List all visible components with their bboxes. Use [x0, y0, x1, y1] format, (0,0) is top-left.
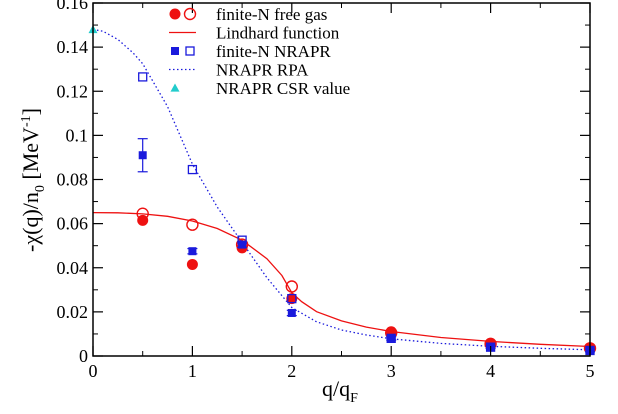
legend-label: finite-N NRAPR [216, 42, 331, 61]
x-tick-label: 3 [387, 361, 396, 381]
nrapr-open-point [138, 72, 148, 82]
legend-label: Lindhard function [216, 24, 340, 43]
x-tick-label: 2 [287, 361, 296, 381]
x-tick-label: 0 [89, 361, 98, 381]
legend-symbol-filled-circle [169, 8, 181, 20]
x-tick-label: 5 [586, 361, 595, 381]
y-tick-label: 0.12 [57, 81, 89, 101]
y-tick-label: 0.06 [57, 214, 89, 234]
free-gas-filled-point [137, 214, 149, 226]
y-tick-label: 0.1 [66, 125, 89, 145]
y-axis-label-unit: [MeV [18, 127, 43, 185]
nrapr-filled-point [287, 308, 296, 317]
y-tick-label: 0.14 [57, 37, 89, 57]
legend-label: finite-N free gas [216, 5, 327, 24]
nrapr-open-point [187, 164, 198, 175]
x-tick-label: 4 [486, 361, 495, 381]
y-axis-label: -χ(q)/n0 [MeV-1] [18, 108, 48, 252]
y-axis-label-sub: 0 [33, 185, 48, 192]
free-gas-filled-point [186, 258, 198, 270]
plot-frame [92, 2, 591, 357]
nrapr-rpa-curve [92, 28, 591, 351]
y-tick-label: 0.02 [57, 302, 89, 322]
y-tick-label: 0.16 [57, 0, 89, 13]
legend-symbol-open-square [185, 46, 195, 56]
nrapr-filled-point [387, 334, 396, 343]
y-tick-label: 0 [79, 346, 88, 366]
legend-symbol-open-circle [183, 7, 197, 21]
free-gas-filled-point [286, 293, 298, 305]
legend-symbol-filled-square [171, 47, 179, 55]
axes: 0 1 2 3 4 5 0 0.02 0.04 0.06 0.08 0.1 0.12 0.14 0.16 [57, 0, 595, 381]
free-gas-open-point [186, 218, 199, 231]
legend-label: NRAPR RPA [216, 61, 309, 80]
x-axis-label-sub: F [350, 391, 358, 406]
y-tick-label: 0.08 [57, 170, 89, 190]
y-axis-label-main: -χ(q)/n [18, 192, 43, 252]
nrapr-filled-point [138, 151, 147, 160]
y-axis-label-end: ] [18, 108, 43, 115]
y-axis-label-sup: -1 [19, 115, 34, 127]
plot-marks [88, 24, 597, 356]
y-tick-label: 0.04 [57, 258, 89, 278]
nrapr-filled-point [238, 240, 247, 249]
lindhard-curve [92, 211, 591, 348]
legend-symbol-triangle [170, 83, 180, 92]
nrapr-filled-point [188, 247, 197, 256]
x-tick-label: 1 [188, 361, 197, 381]
legend-label: NRAPR CSR value [216, 79, 350, 98]
nrapr-open-point [287, 293, 297, 304]
x-axis-label: q/qF [322, 376, 358, 406]
x-axis-label-main: q/q [322, 376, 350, 401]
free-gas-open-point [285, 280, 298, 293]
